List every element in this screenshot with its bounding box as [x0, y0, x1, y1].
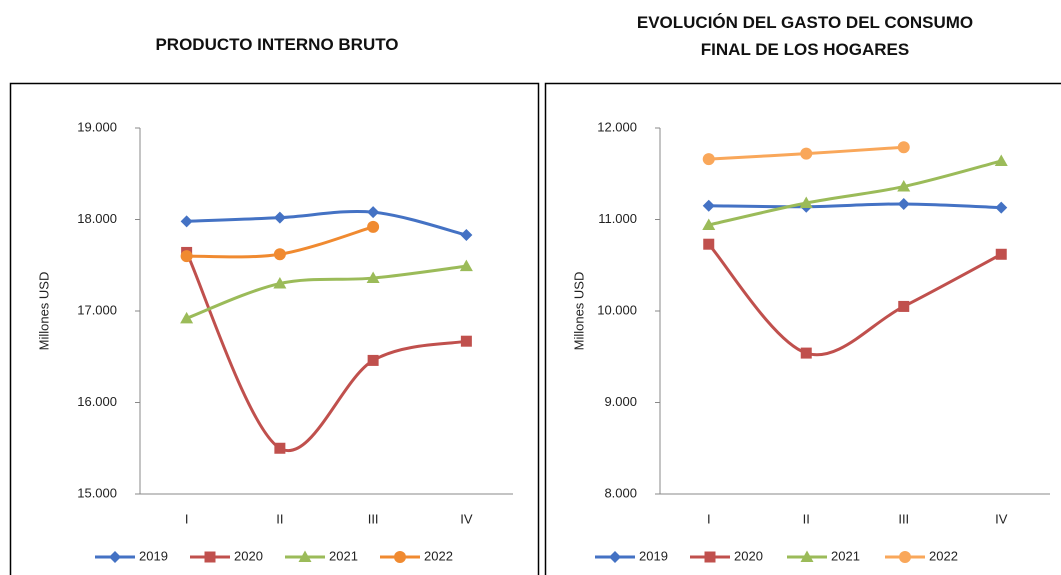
series-line [185, 251, 467, 453]
marker [897, 141, 910, 154]
marker [366, 271, 380, 284]
y-tick-label: 15.000 [77, 485, 117, 500]
legend-label: 2019 [639, 548, 668, 563]
marker [273, 211, 286, 224]
y-axis-label: Millones USD [36, 272, 51, 351]
x-tick-label: IV [460, 511, 473, 526]
y-tick-label: 16.000 [77, 394, 117, 409]
x-tick-label: III [898, 511, 909, 526]
marker [367, 220, 380, 233]
marker [995, 248, 1007, 260]
marker [702, 153, 715, 166]
marker [180, 250, 193, 263]
marker [897, 180, 911, 192]
y-tick-label: 9.000 [604, 394, 637, 409]
series-line [186, 264, 467, 320]
marker [459, 259, 473, 272]
x-tick-label: I [185, 511, 189, 526]
y-tick-label: 17.000 [77, 302, 117, 317]
y-tick-label: 19.000 [77, 119, 117, 134]
series-line [707, 243, 1002, 357]
x-tick-label: II [276, 511, 283, 526]
legend-marker [704, 551, 716, 563]
x-tick-label: I [707, 511, 711, 526]
x-tick-label: IV [995, 511, 1008, 526]
series-line [708, 202, 1002, 210]
marker [273, 248, 286, 261]
marker [702, 218, 716, 230]
marker [799, 196, 813, 209]
marker [994, 154, 1008, 166]
marker [800, 147, 813, 160]
marker [995, 201, 1008, 214]
marker [274, 442, 286, 454]
marker [367, 206, 380, 219]
marker [897, 197, 910, 210]
marker [460, 229, 473, 242]
legend-label: 2019 [139, 548, 168, 563]
marker [367, 354, 379, 366]
chart-title: EVOLUCIÓN DEL GASTO DEL CONSUMO FINAL DE… [636, 13, 974, 59]
marker [898, 300, 910, 312]
legend-marker [899, 551, 911, 563]
series-line [708, 159, 1002, 227]
series-line [186, 209, 467, 237]
legend-marker [609, 551, 621, 563]
chart-title: PRODUCTO INTERNO BRUTO [155, 35, 399, 54]
legend-label: 2021 [329, 548, 358, 563]
marker [460, 335, 472, 347]
y-tick-label: 11.000 [598, 211, 637, 226]
marker [273, 277, 287, 289]
y-tick-label: 12.000 [597, 119, 637, 134]
y-tick-label: 10.000 [597, 302, 637, 317]
marker [180, 311, 194, 324]
legend-label: 2020 [734, 548, 763, 563]
chart-frame [9, 82, 540, 575]
legend-marker [109, 551, 121, 563]
legend-label: 2022 [929, 548, 958, 563]
y-tick-label: 8.000 [604, 485, 637, 500]
x-tick-label: II [803, 511, 810, 526]
chart-frame [544, 82, 1061, 575]
legend-label: 2020 [234, 548, 263, 563]
y-axis-label: Millones USD [571, 272, 586, 351]
marker [702, 199, 715, 212]
legend-marker [204, 551, 216, 563]
x-tick-label: III [368, 511, 379, 526]
marker [800, 347, 812, 359]
marker [180, 215, 193, 228]
legend-marker [800, 550, 814, 562]
y-tick-label: 18.000 [77, 211, 117, 226]
legend-label: 2021 [831, 548, 860, 563]
legend-marker [394, 551, 406, 563]
legend-marker [298, 550, 312, 562]
legend-label: 2022 [424, 548, 453, 563]
marker [703, 238, 715, 250]
